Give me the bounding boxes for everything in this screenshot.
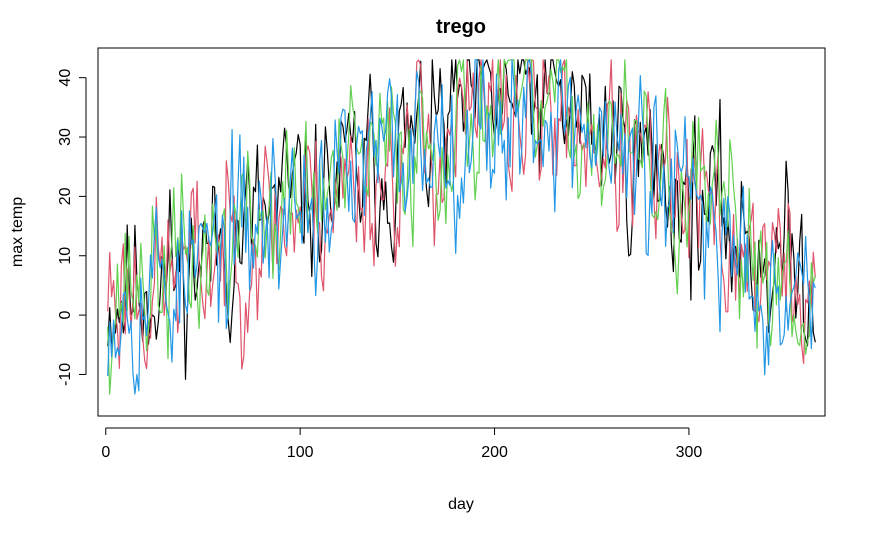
chart-title: trego bbox=[436, 16, 486, 38]
plot-frame bbox=[97, 47, 826, 417]
series-layer bbox=[107, 59, 816, 395]
x-axis-title: day bbox=[448, 496, 474, 513]
y-axis-title: max temp bbox=[9, 197, 26, 267]
series-line-4 bbox=[107, 59, 816, 395]
y-tick-label: 20 bbox=[57, 187, 74, 205]
y-axis: -10 0 10 20 30 40 bbox=[57, 69, 87, 386]
y-tick-label: 40 bbox=[57, 69, 74, 87]
x-tick-label: 200 bbox=[481, 444, 508, 461]
y-tick-label: 30 bbox=[57, 128, 74, 146]
x-tick-label: 0 bbox=[101, 444, 110, 461]
x-tick-label: 300 bbox=[676, 444, 703, 461]
x-tick-label: 100 bbox=[287, 444, 314, 461]
series-line-3 bbox=[107, 59, 816, 395]
y-tick-label: -10 bbox=[57, 363, 74, 386]
x-axis: 0 100 200 300 bbox=[101, 427, 703, 461]
y-tick-label: 10 bbox=[57, 247, 74, 265]
y-tick-label: 0 bbox=[57, 311, 74, 320]
series-line-2 bbox=[107, 59, 816, 370]
